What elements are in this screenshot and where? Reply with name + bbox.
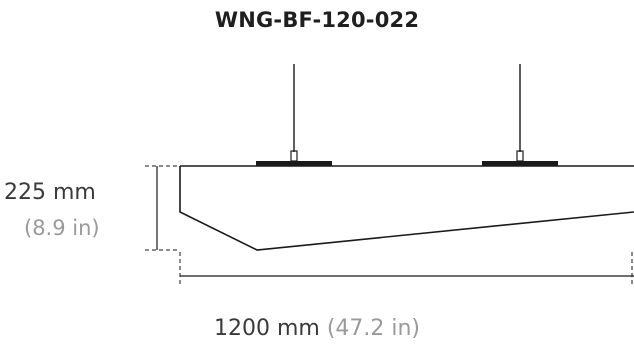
cable-gripper-left: [290, 150, 298, 162]
height-imperial-label: (8.9 in): [24, 216, 100, 240]
width-dimension-label: 1200 mm (47.2 in): [0, 316, 634, 341]
height-metric-label: 225 mm: [4, 180, 96, 205]
cable-gripper-right: [516, 150, 524, 162]
width-imperial-label: (47.2 in): [326, 316, 421, 341]
width-metric-label: 1200 mm: [213, 316, 320, 341]
mounting-plate-right: [482, 161, 558, 166]
model-title: WNG-BF-120-022: [214, 8, 420, 32]
fixture-body-profile: [179, 166, 634, 251]
mounting-plate-left: [256, 161, 332, 166]
